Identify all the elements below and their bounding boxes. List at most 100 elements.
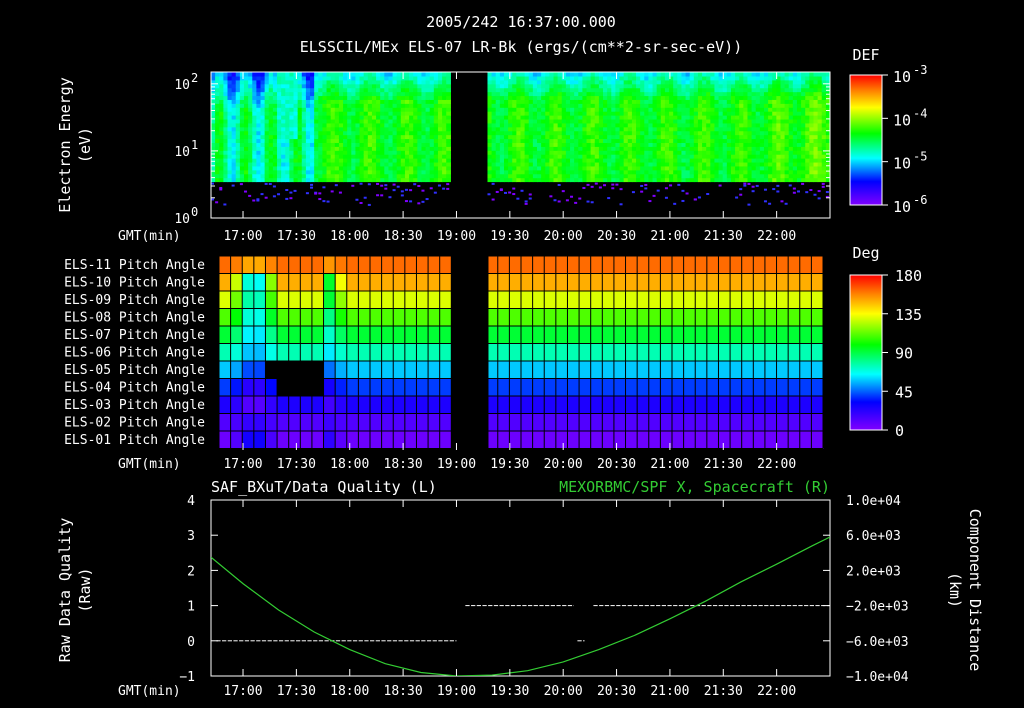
spectrogram-speckle — [681, 199, 685, 202]
spectrogram-speckle — [772, 188, 776, 191]
spectrogram-cell — [417, 118, 423, 124]
pitch-angle-x-ticks: 17:00 17:30 18:00 18:30 19:00 19:30 20:00 20:30… — [223, 443, 796, 472]
spectrogram-cell — [631, 142, 637, 147]
spectrogram-cell — [293, 122, 299, 128]
spectrogram-cell — [722, 87, 728, 93]
spectrogram-cell — [545, 154, 550, 159]
spectrogram-cell — [664, 72, 670, 77]
spectrogram-cell — [330, 173, 336, 179]
pitch-angle-cell — [300, 431, 313, 449]
spectrogram-cell — [594, 75, 600, 81]
pitch-angle-cell — [381, 378, 394, 397]
spectrogram-cell — [495, 72, 501, 77]
spectrogram-cell — [231, 154, 237, 159]
spectrogram-cell — [660, 134, 666, 140]
spectrogram-cell — [681, 83, 687, 89]
spectrogram-cell — [211, 75, 216, 81]
spectrogram-cell — [293, 161, 299, 167]
spectrogram-cell — [796, 154, 802, 159]
spectrogram-cell — [396, 91, 402, 97]
spectrogram-cell — [528, 115, 534, 120]
spectrogram-cell — [355, 126, 361, 132]
def-colorbar-mantissa: 10 — [893, 111, 911, 129]
spectrogram-cell — [239, 87, 245, 93]
spectrogram-cell — [718, 154, 724, 159]
spectrogram-cell — [252, 91, 257, 97]
spectrogram-cell — [813, 165, 819, 171]
spectrogram-speckle — [487, 193, 491, 196]
pitch-angle-cell — [335, 361, 348, 379]
spectrogram-cell — [735, 177, 740, 183]
pitch-angle-cell — [788, 413, 801, 432]
spectrogram-cell — [421, 91, 427, 97]
spectrogram-cell — [297, 111, 303, 116]
spectrogram-cell — [301, 107, 307, 112]
spectrogram-cell — [384, 138, 390, 143]
spectrogram-cell — [359, 122, 365, 128]
spectrogram-cell — [706, 130, 711, 136]
pitch-angle-cell — [439, 378, 452, 397]
spectrogram-cell — [252, 122, 257, 128]
spectrogram-cell — [305, 161, 311, 167]
spectrogram-cell — [664, 95, 670, 100]
pitch-angle-cell — [370, 256, 383, 274]
quality-left-tick-label: 0 — [187, 635, 195, 650]
spectrogram-cell — [615, 150, 621, 155]
spectrogram-cell — [730, 161, 736, 167]
spectrogram-cell — [442, 169, 447, 175]
spectrogram-cell — [763, 79, 769, 85]
spectrogram-cell — [578, 169, 583, 175]
pitch-angle-cell — [242, 273, 255, 292]
spectrogram-cell — [499, 126, 505, 132]
pitch-angle-cell — [439, 256, 452, 274]
spectrogram-cell — [491, 115, 497, 120]
pitch-angle-row-label: ELS-09 Pitch Angle — [64, 293, 205, 308]
spectrogram-cell — [392, 72, 398, 77]
spectrogram-cell — [219, 95, 224, 100]
spectrogram-cell — [652, 87, 658, 93]
pitch-angle-cell — [404, 326, 417, 344]
spectrogram-cell — [685, 146, 691, 151]
spectrogram-speckle — [437, 184, 441, 187]
spectrogram-cell — [735, 138, 740, 143]
spectrogram-cell — [289, 146, 295, 151]
pitch-angle-cell — [776, 291, 789, 309]
pitch-angle-cell — [788, 396, 801, 414]
spectrogram-cell — [334, 115, 340, 120]
spectrogram-cell — [429, 91, 435, 97]
spectrogram-cell — [636, 95, 641, 100]
spectrogram-cell — [582, 134, 588, 140]
spectrogram-cell — [714, 107, 720, 112]
pitch-angle-cell — [590, 256, 603, 274]
pitch-angle-cell — [799, 378, 812, 397]
spectrogram-cell — [759, 154, 765, 159]
spectrogram-cell — [433, 169, 439, 175]
spectrogram-cell — [277, 99, 282, 104]
spectrogram-speckle — [574, 201, 578, 204]
spectrogram-cell — [660, 169, 666, 175]
spectrogram-cell — [636, 165, 641, 171]
spectrogram-cell — [252, 154, 257, 159]
spectrogram-cell — [553, 95, 559, 100]
pitch-angle-cell — [625, 396, 638, 414]
spectrogram-cell — [603, 99, 608, 104]
spectrogram-cell — [677, 138, 683, 143]
pitch-angle-cell — [648, 361, 661, 379]
spectrogram-cell — [215, 99, 220, 104]
spectrogram-cell — [239, 158, 245, 163]
spectrogram-cell — [310, 115, 315, 120]
spectrogram-cell — [343, 146, 348, 151]
spectrogram-cell — [801, 72, 806, 77]
spectrogram-cell — [289, 165, 295, 171]
spectrogram-cell — [326, 99, 332, 104]
spectrogram-cell — [611, 83, 617, 89]
spectrogram-cell — [404, 103, 410, 108]
spectrogram-cell — [648, 103, 654, 108]
spectrogram-cell — [603, 130, 608, 136]
spectrogram-cell — [392, 79, 398, 85]
pitch-angle-cell — [335, 291, 348, 309]
spectrogram-cell — [784, 118, 790, 124]
spectrogram-cell — [338, 87, 344, 93]
spectrogram-cell — [545, 134, 550, 140]
spectrogram-cell — [631, 146, 637, 151]
